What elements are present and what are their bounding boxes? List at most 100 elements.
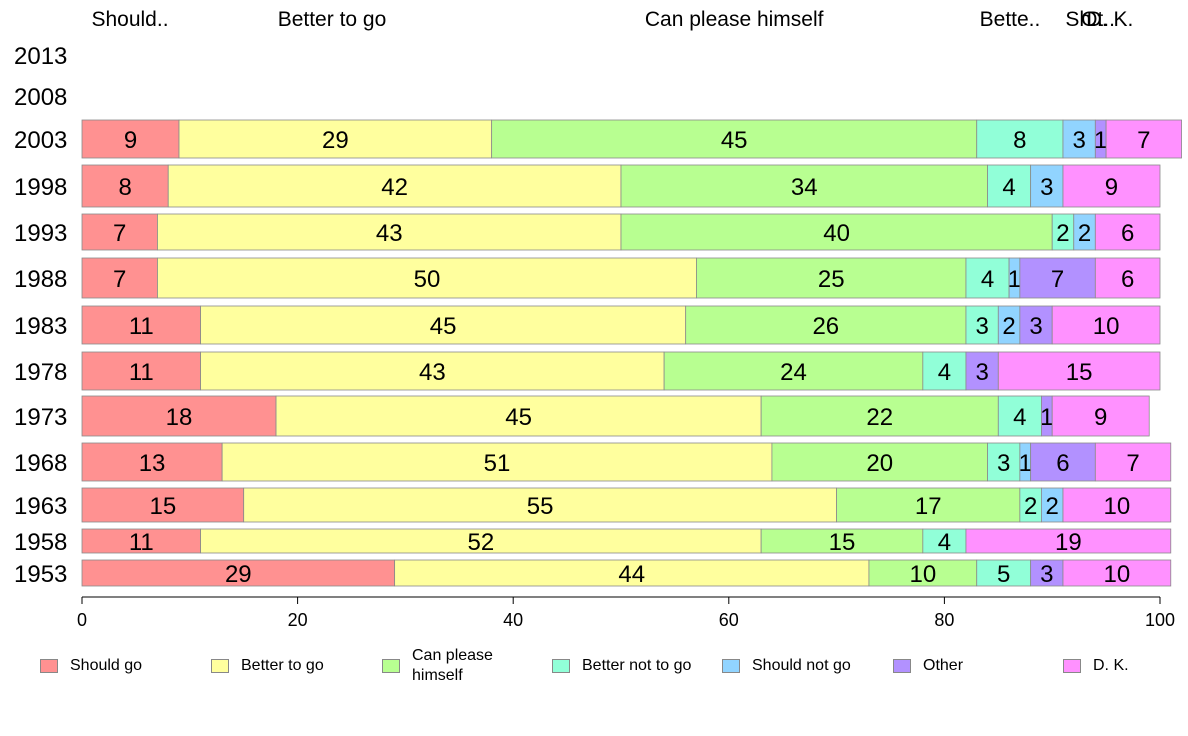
bar-1973-series-1 — [275, 395, 762, 437]
bar-label-1998-series-2: 34 — [791, 174, 818, 201]
bar-label-1973-series-1: 45 — [505, 404, 532, 431]
bar-label-1983-series-4: 2 — [1002, 313, 1015, 340]
bar-1998-series-0 — [81, 164, 169, 208]
legend-item-should-go: Should go — [40, 656, 142, 676]
x-tick-label-20: 20 — [288, 610, 308, 630]
bar-label-1978-series-3: 4 — [938, 359, 951, 386]
legend-label-should-not-go: Should not go — [752, 657, 851, 674]
legend-item-better-not-to-go: Better not to go — [552, 656, 691, 676]
bar-1983-series-0 — [81, 305, 201, 345]
bar-label-1953-series-0: 29 — [225, 561, 252, 588]
year-label-1973: 1973 — [14, 404, 67, 431]
year-label-1988: 1988 — [14, 266, 67, 293]
bar-2003-series-3 — [976, 119, 1064, 159]
bar-1968-series-6 — [1094, 442, 1172, 482]
bar-label-1968-series-6: 7 — [1126, 450, 1139, 477]
bar-label-1968-series-3: 3 — [997, 450, 1010, 477]
bar-label-1973-series-6: 9 — [1094, 404, 1107, 431]
bar-label-1993-series-0: 7 — [113, 220, 126, 247]
bar-1983-series-6 — [1051, 305, 1161, 345]
bar-1973-series-3 — [997, 395, 1042, 437]
bar-1958-series-6 — [965, 528, 1172, 554]
bar-label-1963-series-2: 17 — [915, 493, 942, 520]
x-tick-label-40: 40 — [503, 610, 523, 630]
bar-1993-series-2 — [620, 213, 1053, 251]
year-label-1983: 1983 — [14, 313, 67, 340]
bar-1998-series-1 — [167, 164, 622, 208]
legend-swatch-other — [893, 659, 911, 673]
year-label-2013: 2013 — [14, 43, 67, 70]
year-label-1958: 1958 — [14, 529, 67, 556]
bar-label-1993-series-4: 2 — [1078, 220, 1091, 247]
bar-1973-series-6 — [1051, 395, 1150, 437]
legend-label-better-not-to-go: Better not to go — [582, 657, 692, 674]
bar-label-2003-series-1: 29 — [322, 127, 349, 154]
bar-1953-series-6 — [1062, 559, 1172, 587]
bar-label-1978-series-5: 3 — [975, 359, 988, 386]
bar-label-2003-series-5: 1 — [1094, 127, 1107, 154]
bar-label-1963-series-6: 10 — [1104, 493, 1131, 520]
bar-label-1993-series-6: 6 — [1121, 220, 1134, 247]
bar-1998-series-2 — [620, 164, 988, 208]
bar-label-1978-series-0: 11 — [129, 359, 154, 386]
bar-label-1978-series-1: 43 — [419, 359, 446, 386]
bar-label-1993-series-2: 40 — [823, 220, 850, 247]
bar-label-1978-series-2: 24 — [780, 359, 807, 386]
bar-label-1988-series-2: 25 — [818, 266, 845, 293]
bar-label-2003-series-2: 45 — [721, 127, 748, 154]
bar-1958-series-1 — [200, 528, 762, 554]
bar-label-1953-series-1: 44 — [618, 561, 645, 588]
bar-label-1958-series-3: 4 — [938, 529, 951, 556]
top-label-4: Sh.. — [1065, 8, 1102, 31]
bar-label-1998-series-3: 4 — [1002, 174, 1015, 201]
legend-item-can-please-himself: Can please himself — [382, 646, 522, 686]
year-label-1993: 1993 — [14, 220, 67, 247]
bar-1963-series-6 — [1062, 487, 1172, 523]
bar-1998-series-4 — [1030, 164, 1064, 208]
bar-label-1988-series-4: 1 — [1008, 266, 1021, 293]
x-tick-label-0: 0 — [77, 610, 87, 630]
bar-1983-series-2 — [685, 305, 967, 345]
bar-1953-series-0 — [81, 559, 396, 587]
bar-1963-series-1 — [243, 487, 838, 523]
bar-label-1958-series-1: 52 — [468, 529, 495, 556]
legend-item-should-not-go: Should not go — [722, 656, 851, 676]
year-label-2003: 2003 — [14, 127, 67, 154]
bar-label-1998-series-6: 9 — [1105, 174, 1118, 201]
bar-label-1978-series-6: 15 — [1066, 359, 1093, 386]
top-label-0: Should.. — [91, 8, 168, 31]
bar-label-1983-series-0: 11 — [129, 313, 154, 340]
bar-1983-series-3 — [965, 305, 999, 345]
bar-1963-series-2 — [836, 487, 1021, 523]
bar-label-2003-series-4: 3 — [1072, 127, 1085, 154]
bar-label-1958-series-2: 15 — [829, 529, 856, 556]
year-label-1998: 1998 — [14, 174, 67, 201]
top-label-1: Better to go — [278, 8, 387, 31]
x-tick-label-100: 100 — [1145, 610, 1175, 630]
bar-label-1988-series-1: 50 — [414, 266, 441, 293]
bar-label-1983-series-6: 10 — [1093, 313, 1120, 340]
top-label-2: Can please himself — [645, 8, 824, 31]
bar-1993-series-1 — [157, 213, 622, 251]
bar-1958-series-0 — [81, 528, 201, 554]
bar-label-1988-series-0: 7 — [113, 266, 126, 293]
bar-label-1963-series-1: 55 — [527, 493, 554, 520]
bar-label-1983-series-5: 3 — [1029, 313, 1042, 340]
bar-1968-series-1 — [221, 442, 773, 482]
bar-1988-series-5 — [1019, 257, 1096, 299]
bar-label-2003-series-0: 9 — [124, 127, 137, 154]
bar-label-1953-series-5: 3 — [1040, 561, 1053, 588]
bar-label-1963-series-4: 2 — [1046, 493, 1059, 520]
bar-label-1973-series-2: 22 — [866, 404, 893, 431]
legend: Should go Better to go Can please himsel… — [0, 640, 1188, 700]
bar-label-1993-series-3: 2 — [1056, 220, 1069, 247]
bar-label-2003-series-3: 8 — [1013, 127, 1026, 154]
legend-item-better-to-go: Better to go — [211, 656, 324, 676]
bar-2003-series-4 — [1062, 119, 1096, 159]
bar-label-1983-series-2: 26 — [812, 313, 839, 340]
bar-1978-series-3 — [922, 351, 967, 391]
bar-label-1993-series-1: 43 — [376, 220, 403, 247]
legend-swatch-dk — [1063, 659, 1081, 673]
bar-1988-series-1 — [157, 257, 697, 299]
bar-label-1958-series-0: 11 — [129, 529, 154, 556]
